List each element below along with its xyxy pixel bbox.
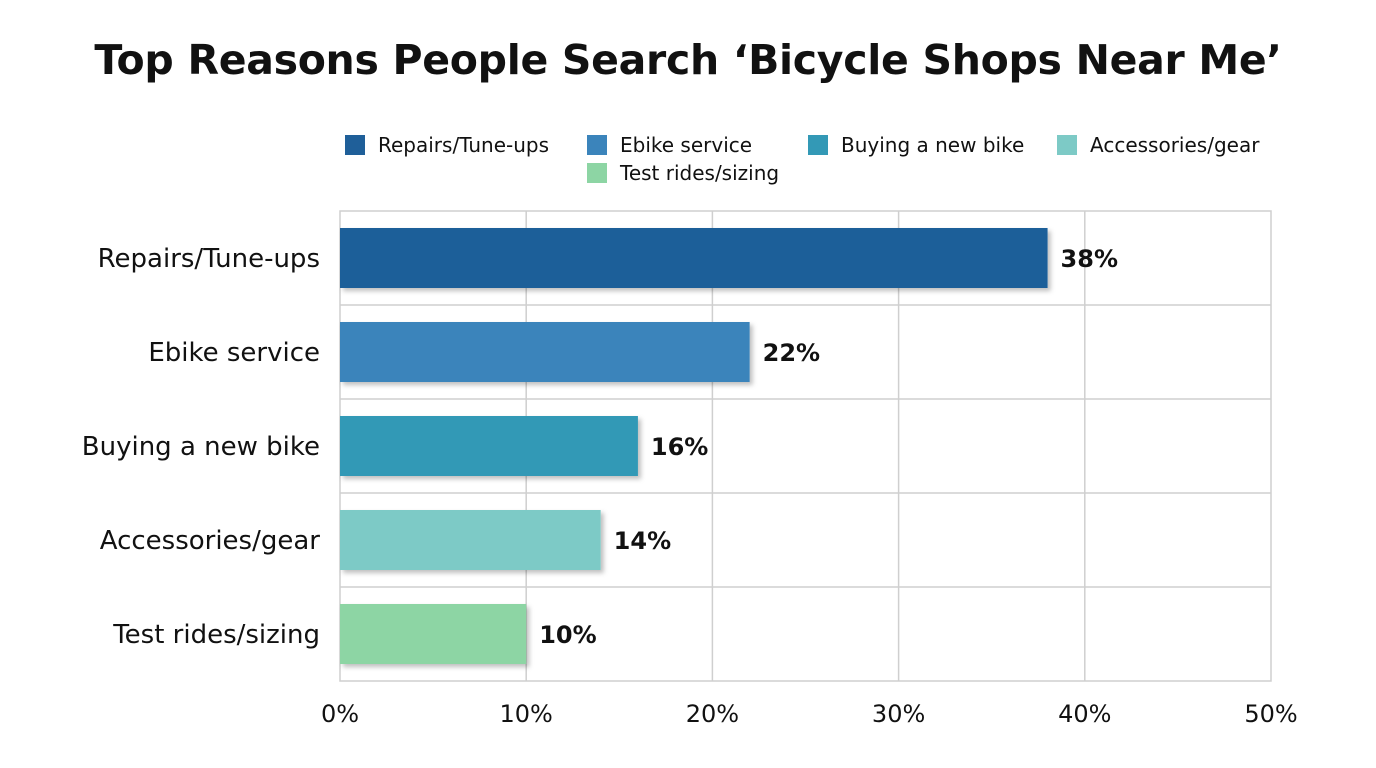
legend-label: Test rides/sizing (620, 161, 780, 185)
legend-swatch (1057, 135, 1077, 155)
bar-accessories-gear (340, 510, 601, 570)
legend-item-test-rides: Test rides/sizing (587, 161, 780, 185)
x-tick-label: 30% (872, 700, 925, 728)
x-tick-label: 40% (1058, 700, 1111, 728)
legend-swatch (345, 135, 365, 155)
x-tick-label: 20% (686, 700, 739, 728)
legend-swatch (808, 135, 828, 155)
value-label: 38% (1061, 245, 1118, 273)
category-label: Accessories/gear (100, 526, 321, 556)
value-label: 22% (763, 339, 820, 367)
x-tick-label: 0% (321, 700, 359, 728)
legend-item-ebike: Ebike service (587, 133, 753, 157)
value-label: 14% (614, 527, 671, 555)
bar-repairs-tune-ups (340, 228, 1048, 288)
x-tick-label: 10% (500, 700, 553, 728)
legend-label: Accessories/gear (1090, 133, 1260, 157)
value-label: 10% (539, 621, 596, 649)
bar-ebike-service (340, 322, 750, 382)
legend-item-accessories: Accessories/gear (1057, 133, 1260, 157)
bar-test-rides-sizing (340, 604, 527, 664)
category-label: Ebike service (148, 338, 320, 368)
legend-swatch (587, 135, 607, 155)
legend-item-buying: Buying a new bike (808, 133, 1025, 157)
category-label: Repairs/Tune-ups (98, 244, 320, 274)
legend-label: Ebike service (620, 133, 753, 157)
x-tick-label: 50% (1244, 700, 1297, 728)
legend-label: Repairs/Tune-ups (378, 133, 550, 157)
category-label: Test rides/sizing (112, 620, 320, 650)
legend-label: Buying a new bike (841, 133, 1025, 157)
bar-buying-a-new-bike (340, 416, 638, 476)
legend-item-repairs: Repairs/Tune-ups (345, 133, 550, 157)
category-label: Buying a new bike (82, 432, 320, 462)
legend-swatch (587, 163, 607, 183)
chart-title: Top Reasons People Search ‘Bicycle Shops… (94, 36, 1282, 84)
value-label: 16% (651, 433, 708, 461)
